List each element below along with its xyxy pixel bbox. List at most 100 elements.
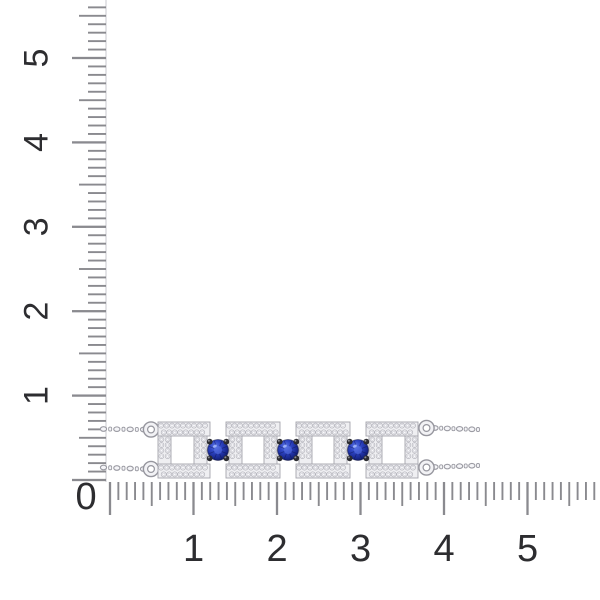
sapphire-2 (276, 438, 300, 462)
pave-diamond (304, 471, 311, 478)
pave-diamond (401, 429, 408, 436)
mm-tick (501, 482, 504, 500)
prong (363, 455, 370, 462)
mm-tick (468, 482, 470, 500)
mm-tick (534, 482, 537, 500)
pave-diamond (331, 471, 338, 478)
pave-diamond (368, 429, 375, 436)
mm-tick (88, 90, 106, 93)
prong (223, 438, 230, 445)
pave-diamond (301, 464, 308, 471)
horizontal-ruler-label-3: 3 (350, 528, 371, 570)
pave-diamond (164, 442, 171, 448)
mm-tick (88, 208, 106, 211)
pave-diamond (331, 429, 338, 436)
half-cm-tick (79, 436, 106, 439)
pave-diamond (334, 447, 341, 454)
pave-diamond (164, 453, 171, 459)
half-cm-tick (484, 482, 487, 506)
pave-diamond (320, 471, 327, 478)
pave-diamond (305, 436, 312, 443)
mm-tick (88, 369, 106, 372)
mm-tick (267, 482, 270, 500)
mm-tick (88, 386, 106, 389)
pave-diamond (340, 464, 346, 471)
chain-link (134, 466, 139, 472)
pave-diamond (270, 442, 277, 448)
chain-link (476, 463, 480, 468)
pave-diamond (164, 436, 171, 443)
pave-diamond (228, 429, 235, 436)
mm-tick (334, 482, 337, 500)
cm-tick (72, 141, 106, 144)
sapphire-1 (206, 438, 230, 462)
pave-diamond (305, 442, 312, 448)
pave-diamond (307, 422, 313, 429)
mm-tick (200, 482, 203, 500)
horizontal-ruler-label-2: 2 (266, 528, 287, 570)
mm-tick (88, 192, 106, 194)
chain-link (439, 464, 444, 470)
pave-diamond (158, 442, 165, 448)
vertical-ruler-label-1: 1 (18, 386, 56, 405)
mm-tick (88, 318, 106, 321)
pave-diamond (371, 464, 378, 471)
mm-tick (518, 482, 521, 500)
pave-diamond (229, 447, 236, 454)
pave-diamond (242, 422, 249, 429)
mm-tick (88, 6, 106, 9)
pave-diamond (320, 429, 327, 436)
pave-diamond (242, 464, 249, 471)
chain-link (99, 464, 108, 471)
chain-link (108, 465, 113, 471)
mm-tick (342, 482, 345, 500)
pave-diamond (174, 422, 181, 429)
pave-diamond (368, 471, 375, 478)
pave-diamond (267, 471, 274, 478)
pave-diamond (299, 453, 306, 459)
chain-link (113, 465, 121, 471)
cm-tick (526, 482, 529, 515)
pave-diamond (200, 447, 207, 454)
pave-diamond (296, 422, 302, 429)
chain-link (439, 425, 444, 431)
pave-diamond (180, 464, 186, 471)
prong (346, 438, 353, 445)
pave-diamond (231, 422, 238, 429)
pave-diamond (202, 422, 208, 429)
pave-diamond (323, 422, 330, 429)
pave-diamond (166, 429, 173, 436)
pave-diamond (158, 447, 165, 454)
mm-tick (459, 482, 462, 500)
chain-link (451, 463, 456, 469)
mm-tick (159, 482, 162, 500)
pave-diamond (315, 471, 322, 478)
mm-tick (88, 48, 106, 51)
pave-diamond (229, 442, 236, 448)
pave-diamond (160, 471, 167, 478)
jump-ring-right-bottom (418, 459, 435, 476)
pave-diamond (169, 422, 175, 429)
mm-tick (175, 482, 178, 500)
pave-diamond (235, 453, 242, 459)
mm-tick (88, 360, 106, 363)
pave-diamond (334, 422, 341, 429)
pave-diamond (326, 429, 333, 436)
pave-diamond (199, 471, 206, 478)
pave-diamond (196, 464, 203, 471)
chain-left-top (99, 426, 148, 433)
pave-diamond (177, 471, 184, 478)
pave-diamond (202, 464, 208, 471)
mm-tick (88, 327, 106, 330)
prong (363, 438, 370, 445)
pave-diamond (248, 464, 254, 471)
jump-ring-left-top (142, 421, 160, 438)
mm-tick (88, 234, 106, 237)
chain-right-bottom (431, 462, 480, 470)
half-cm-tick (79, 352, 106, 355)
half-cm-tick (401, 482, 404, 506)
pave-diamond (191, 422, 197, 429)
chain-link (99, 426, 108, 432)
chain-link (121, 426, 126, 432)
mm-tick (593, 482, 596, 500)
